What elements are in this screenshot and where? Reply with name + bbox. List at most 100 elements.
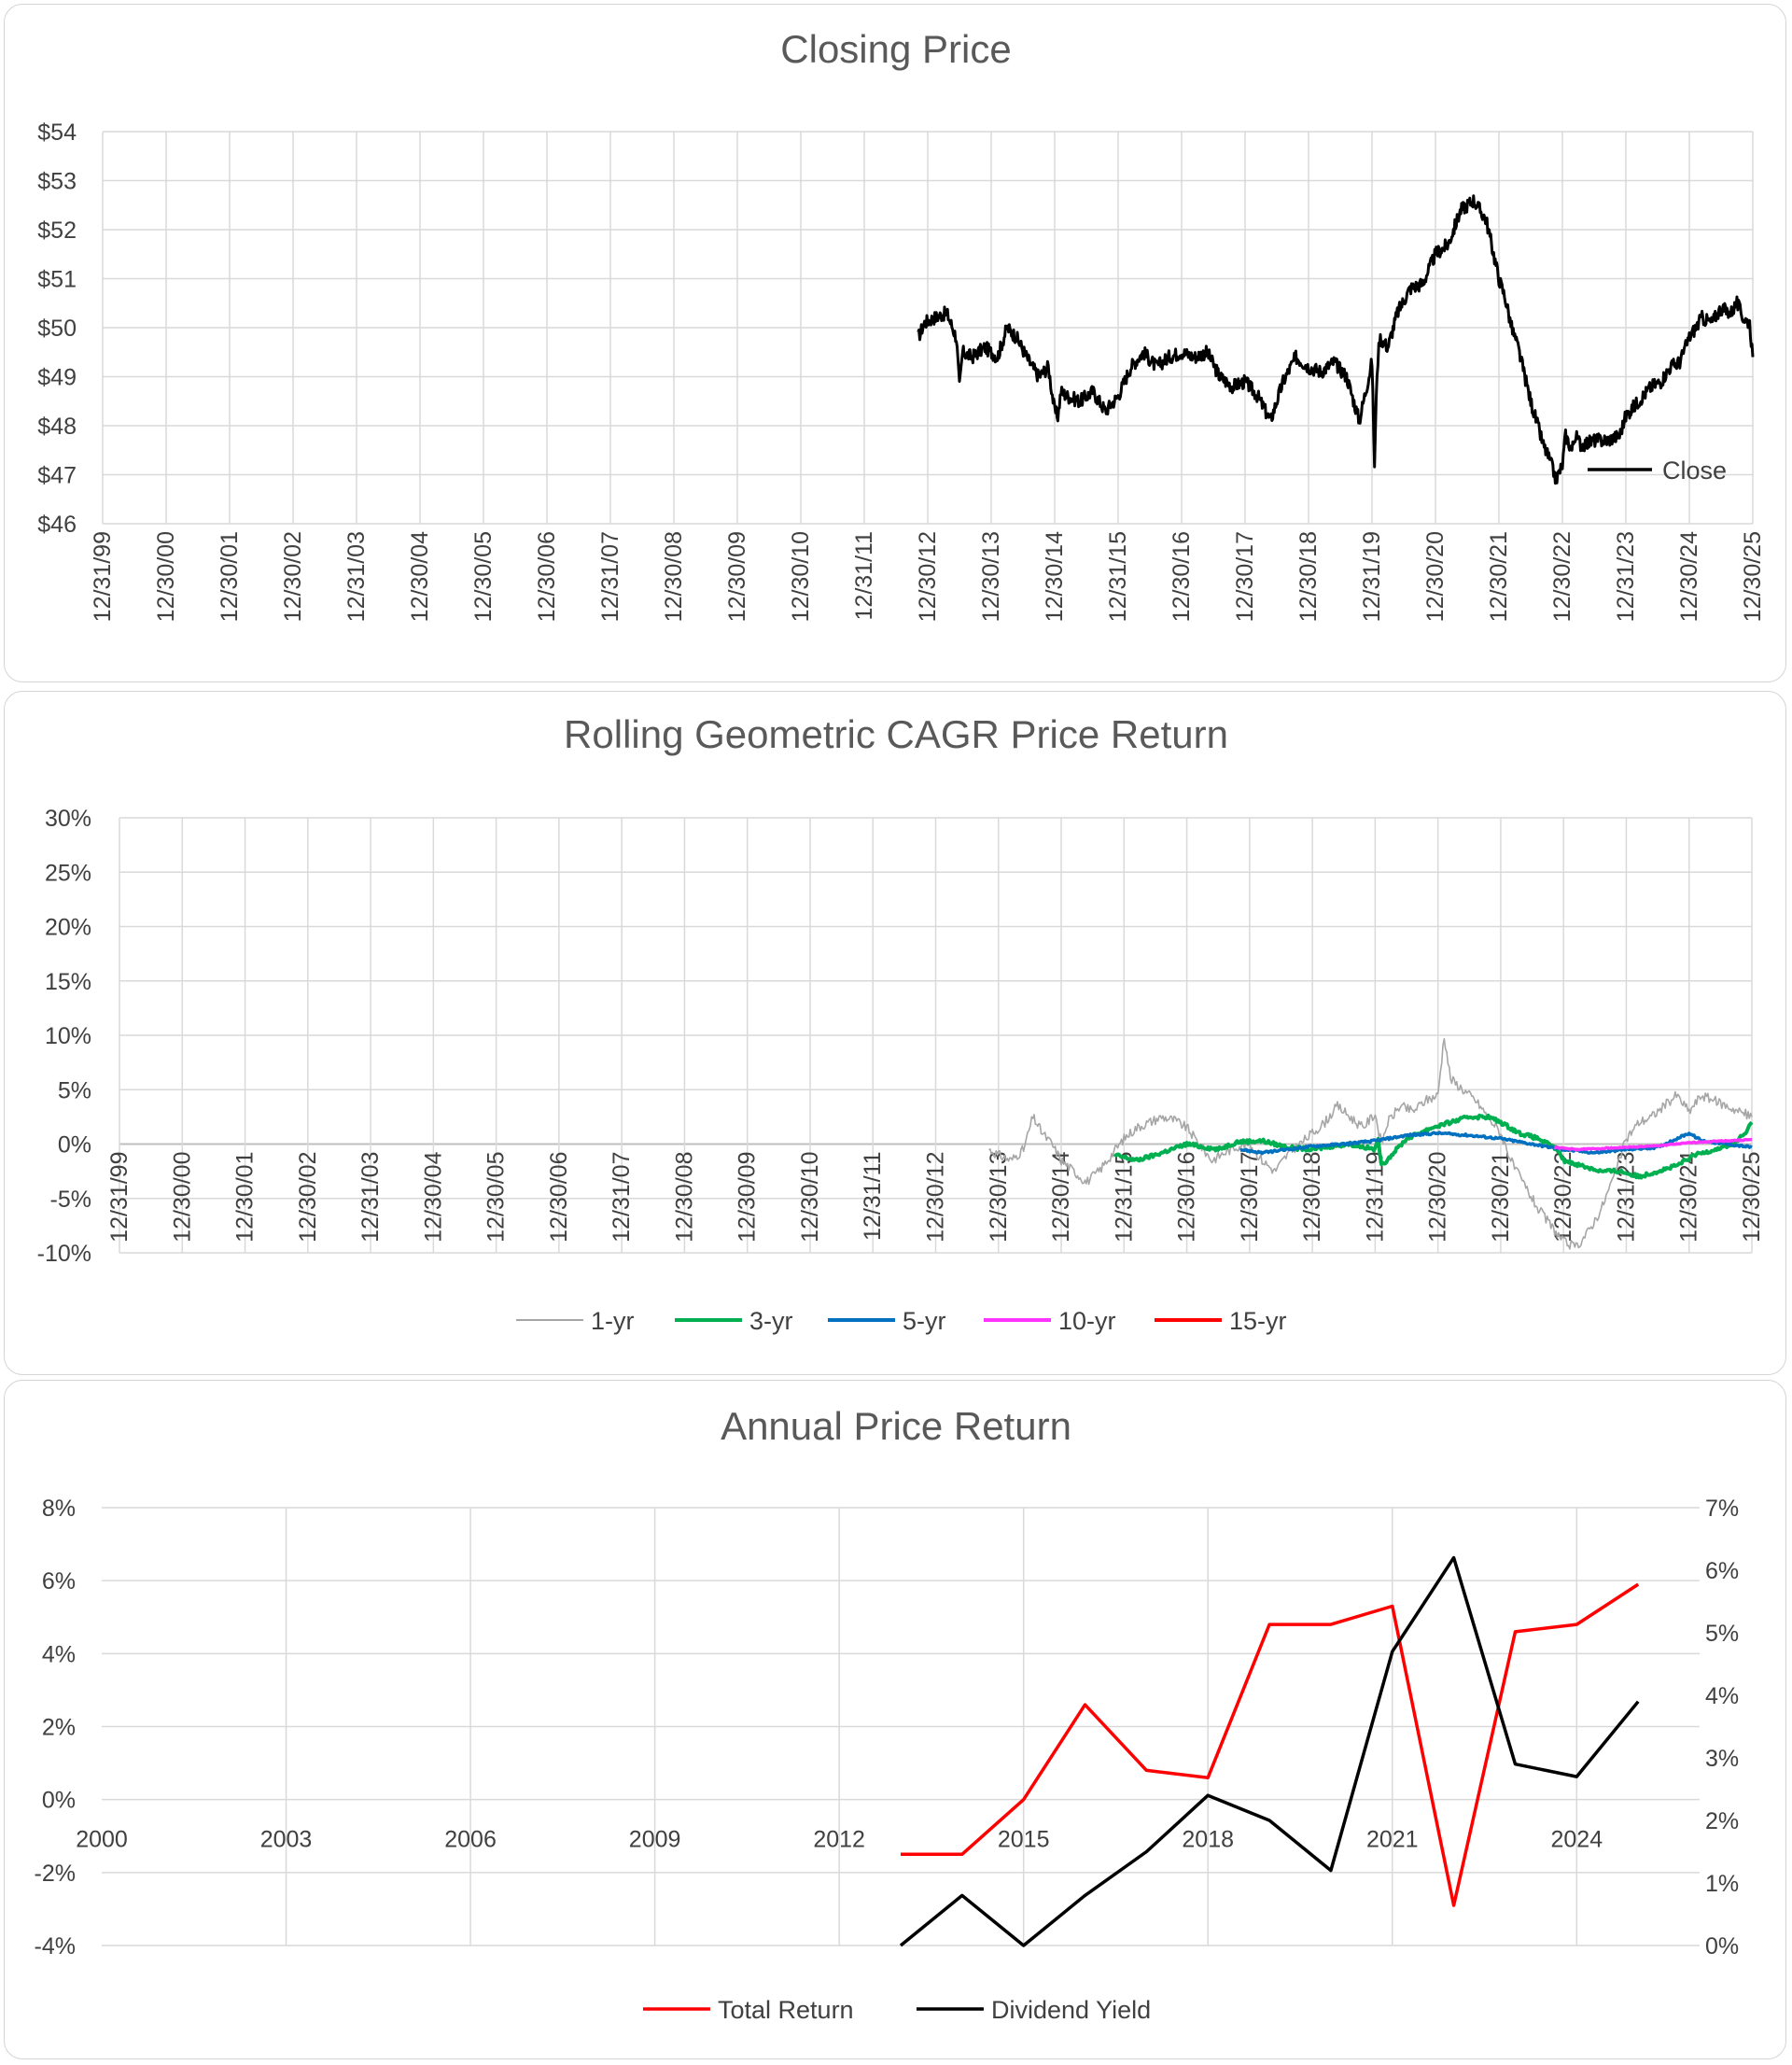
- closing-price-chart: Closing Price $46 $47 $48 $49 $50 $51 $52 $53 $54…: [37, 27, 1766, 622]
- x-tick-label: 12/31/99: [106, 1152, 133, 1243]
- y-tick-label: -5%: [50, 1187, 91, 1213]
- y-tick-label: 0%: [42, 1788, 76, 1814]
- x-tick-label: 12/30/10: [797, 1152, 823, 1243]
- x-tick-label: 12/31/11: [860, 1152, 886, 1241]
- closing-price-panel: Closing Price $46 $47 $48 $49 $50 $51 $52 $53 $54…: [4, 4, 1786, 682]
- x-tick-label: 12/30/24: [1676, 531, 1702, 622]
- x-tick-label: 12/30/13: [978, 531, 1004, 622]
- x-tick-label: 12/31/03: [343, 531, 370, 622]
- y-tick-label: 15%: [45, 969, 91, 995]
- x-tick-label: 2021: [1366, 1827, 1419, 1853]
- y-tick-label: $54: [37, 119, 77, 146]
- legend-label-total-return: Total Return: [718, 1996, 854, 2024]
- legend-label-3-yr: 3-yr: [749, 1307, 793, 1335]
- y-tick-label: 25%: [45, 860, 91, 886]
- y2-tick-label: 2%: [1705, 1808, 1739, 1834]
- y-tick-label: 6%: [42, 1568, 76, 1594]
- x-tick-label: 12/31/07: [609, 1152, 635, 1243]
- x-tick-label: 12/31/07: [597, 531, 623, 622]
- x-tick-label: 12/30/02: [295, 1152, 321, 1243]
- series-line-1-yr: [988, 1038, 1753, 1250]
- x-tick-label: 12/30/02: [280, 531, 306, 622]
- y-tick-label: -4%: [35, 1933, 76, 1960]
- x-tick-label: 12/30/10: [788, 531, 814, 622]
- x-tick-label: 12/31/99: [90, 531, 116, 622]
- legend-close-label: Close: [1662, 457, 1727, 485]
- y-tick-label: $46: [37, 512, 77, 538]
- x-tick-label: 12/30/12: [915, 531, 941, 622]
- chart-title: Annual Price Return: [721, 1404, 1071, 1448]
- y-tick-label: 2%: [42, 1715, 76, 1741]
- x-tick-label: 12/31/23: [1613, 531, 1639, 622]
- x-tick-label: 12/30/21: [1488, 1152, 1514, 1243]
- chart-title: Closing Price: [780, 27, 1011, 71]
- x-tick-label: 12/30/06: [534, 531, 560, 622]
- x-tick-label: 12/30/06: [546, 1152, 572, 1243]
- y-tick-label: $48: [37, 414, 77, 440]
- annual-return-chart: Annual Price Return -4% -2% 0% 2% 4% 6% 8% 0% 1% 2…: [35, 1404, 1740, 2024]
- x-tick-label: 2003: [260, 1827, 313, 1853]
- x-tick-label: 12/30/20: [1422, 531, 1449, 622]
- x-tick-label: 2009: [629, 1827, 681, 1853]
- series-line-dividend-yield: [899, 1555, 1640, 1947]
- y-tick-label: $51: [37, 267, 77, 293]
- x-tick-label: 12/30/05: [470, 531, 497, 622]
- y-tick-label: 30%: [45, 806, 91, 832]
- x-tick-label: 12/30/00: [153, 531, 179, 622]
- y-tick-label: 8%: [42, 1496, 76, 1522]
- series-line-total-return: [901, 1582, 1640, 1907]
- x-tick-label: 12/30/14: [1042, 531, 1068, 622]
- x-tick-label: 12/30/18: [1299, 1152, 1325, 1243]
- x-tick-label: 2015: [998, 1827, 1050, 1853]
- y-tick-label: $47: [37, 463, 77, 489]
- x-tick-label: 12/30/25: [1740, 531, 1766, 622]
- x-tick-label: 12/30/18: [1295, 531, 1322, 622]
- y-tick-label: $50: [37, 316, 77, 342]
- rolling-cagr-chart: Rolling Geometric CAGR Price Return -10% -…: [37, 712, 1765, 1335]
- x-tick-label: 12/30/05: [483, 1152, 510, 1243]
- close-series-line: [917, 194, 1755, 485]
- legend-label-15-yr: 15-yr: [1229, 1307, 1287, 1335]
- x-tick-label: 12/30/24: [1676, 1151, 1702, 1242]
- x-tick-label: 12/30/17: [1232, 531, 1258, 622]
- y2-tick-label: 6%: [1705, 1558, 1739, 1584]
- chart-title: Rolling Geometric CAGR Price Return: [564, 712, 1228, 756]
- y2-tick-label: 0%: [1705, 1933, 1739, 1960]
- legend-label-5-yr: 5-yr: [903, 1307, 946, 1335]
- y-tick-label: $53: [37, 169, 77, 195]
- y-tick-label: 10%: [45, 1023, 91, 1049]
- y2-tick-label: 4%: [1705, 1683, 1739, 1709]
- legend-label-10-yr: 10-yr: [1058, 1307, 1116, 1335]
- x-tick-label: 12/31/19: [1362, 1152, 1388, 1243]
- y2-tick-label: 7%: [1705, 1496, 1739, 1522]
- x-tick-label: 12/30/04: [407, 531, 433, 622]
- x-tick-label: 12/30/13: [986, 1152, 1012, 1243]
- rolling-cagr-panel: Rolling Geometric CAGR Price Return -10% -…: [4, 691, 1786, 1375]
- y-tick-label: 20%: [45, 915, 91, 941]
- x-tick-label: 12/30/00: [169, 1152, 195, 1243]
- x-tick-label: 12/30/16: [1169, 531, 1195, 622]
- x-tick-label: 12/30/22: [1549, 531, 1575, 622]
- x-tick-label: 12/30/17: [1237, 1152, 1263, 1243]
- y-tick-label: -10%: [37, 1241, 91, 1267]
- legend-label-1-yr: 1-yr: [591, 1307, 635, 1335]
- series-line-5-yr: [1239, 1131, 1753, 1156]
- y2-tick-label: 3%: [1705, 1746, 1739, 1772]
- x-tick-label: 2024: [1550, 1827, 1603, 1853]
- x-tick-label: 2012: [813, 1827, 865, 1853]
- x-tick-label: 12/30/01: [232, 1152, 259, 1243]
- x-tick-label: 12/30/21: [1486, 531, 1512, 622]
- x-tick-label: 12/31/11: [851, 531, 877, 620]
- y2-tick-label: 1%: [1705, 1871, 1739, 1897]
- x-tick-label: 12/31/03: [357, 1152, 384, 1243]
- x-tick-label: 12/31/19: [1359, 531, 1385, 622]
- x-tick-label: 12/30/09: [724, 531, 750, 622]
- x-tick-label: 12/30/04: [420, 1151, 446, 1242]
- y-tick-label: 5%: [58, 1077, 91, 1103]
- annual-return-panel: Annual Price Return -4% -2% 0% 2% 4% 6% 8% 0% 1% 2…: [4, 1380, 1786, 2059]
- series-line-3-yr: [1113, 1113, 1754, 1180]
- y-tick-label: -2%: [35, 1861, 76, 1887]
- y-tick-label: $52: [37, 218, 77, 244]
- x-tick-label: 12/30/22: [1550, 1152, 1576, 1243]
- y-tick-label: 4%: [42, 1641, 76, 1667]
